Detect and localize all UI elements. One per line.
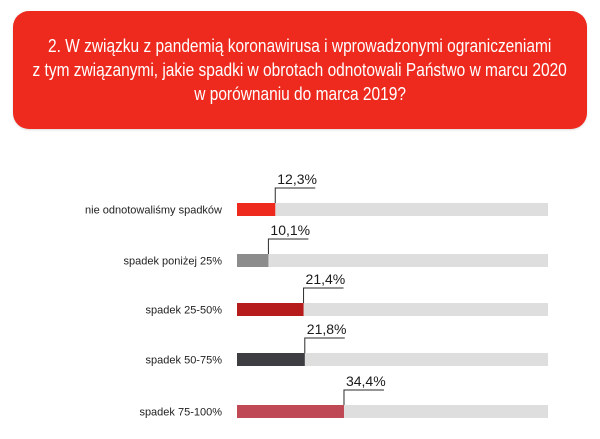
- title-line-1: 2. W związku z pandemią koronawirusa i w…: [48, 36, 552, 56]
- question-header: 2. W związku z pandemią koronawirusa i w…: [13, 11, 587, 129]
- category-label-5: spadek 75-100%: [139, 407, 222, 419]
- bar-3: [237, 303, 304, 316]
- bar-track-3: [237, 303, 548, 316]
- bar-track-4: [237, 353, 548, 366]
- value-label-2: 10,1%: [270, 222, 310, 238]
- category-label-1: nie odnotowaliśmy spadków: [85, 205, 222, 217]
- bar-track-2: [237, 254, 548, 267]
- category-label-4: spadek 50-75%: [146, 355, 223, 367]
- bar-track-1: [237, 203, 548, 216]
- bar-2: [237, 254, 269, 267]
- value-leader-4: [304, 337, 345, 353]
- value-leader-2: [267, 238, 309, 254]
- value-label-5: 34,4%: [346, 373, 386, 389]
- category-label-3: spadek 25-50%: [146, 305, 223, 317]
- title-line-2: z tym związanymi, jakie spadki w obrotac…: [32, 60, 568, 80]
- value-label-4: 21,8%: [307, 321, 347, 337]
- bar-1: [237, 203, 276, 216]
- value-leader-5: [343, 389, 384, 405]
- value-label-1: 12,3%: [277, 171, 317, 187]
- bar-4: [237, 353, 305, 366]
- value-label-3: 21,4%: [306, 271, 346, 287]
- title-line-3: w porównaniu do marca 2019?: [194, 84, 406, 104]
- bar-5: [237, 405, 344, 418]
- category-label-2: spadek poniżej 25%: [124, 256, 223, 268]
- value-leader-3: [303, 287, 344, 303]
- value-leader-1: [274, 187, 316, 203]
